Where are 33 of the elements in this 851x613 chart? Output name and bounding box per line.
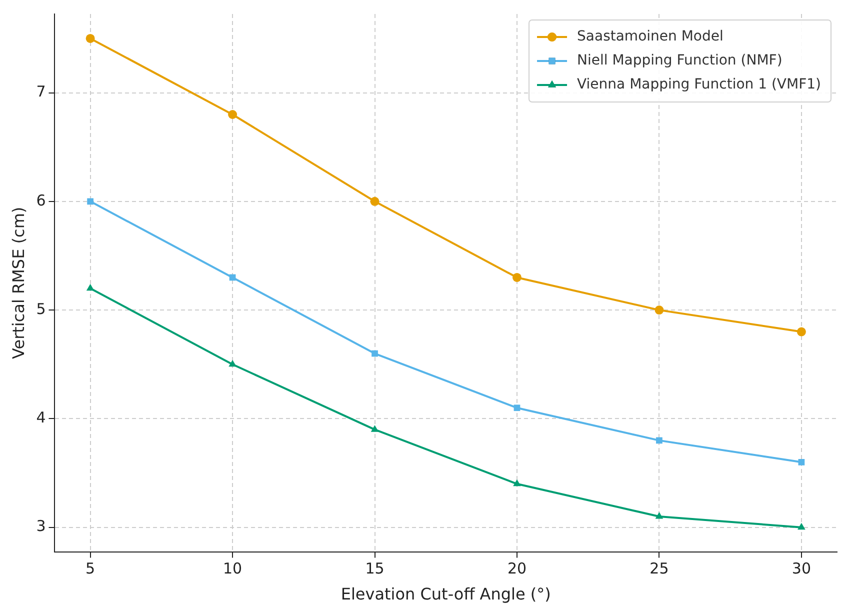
point bbox=[370, 196, 380, 206]
x-tick-label: 5 bbox=[86, 560, 96, 578]
legend-label: Saastamoinen Model bbox=[577, 28, 724, 45]
legend-label: Niell Mapping Function (NMF) bbox=[577, 52, 782, 69]
point bbox=[655, 512, 664, 519]
point bbox=[86, 34, 95, 43]
x-axis-title: Elevation Cut-off Angle (°) bbox=[340, 584, 551, 604]
point bbox=[798, 458, 805, 466]
point bbox=[86, 284, 94, 291]
point bbox=[513, 479, 521, 486]
point bbox=[372, 350, 378, 357]
point bbox=[228, 360, 236, 367]
x-tick-label: 10 bbox=[222, 560, 242, 578]
y-tick-label: 4 bbox=[36, 408, 46, 427]
y-tick-label: 3 bbox=[36, 517, 46, 536]
point bbox=[514, 404, 520, 412]
x-tick-label: 30 bbox=[792, 560, 811, 578]
point bbox=[370, 425, 379, 432]
x-tick-label: 25 bbox=[650, 560, 669, 578]
x-tick-label: 20 bbox=[507, 560, 527, 578]
x-tick-label: 15 bbox=[365, 560, 384, 578]
point bbox=[228, 110, 238, 119]
legend-label: Vienna Mapping Function 1 (VMF1) bbox=[577, 76, 822, 93]
point bbox=[654, 306, 664, 315]
y-tick-label: 6 bbox=[36, 191, 46, 210]
point bbox=[656, 437, 662, 444]
point bbox=[796, 327, 806, 336]
point bbox=[512, 272, 522, 282]
y-axis-title: Vertical RMSE (cm) bbox=[8, 206, 28, 359]
point bbox=[798, 522, 806, 530]
y-tick-label: 7 bbox=[36, 82, 46, 101]
y-tick-label: 5 bbox=[36, 300, 46, 318]
point bbox=[87, 198, 94, 205]
